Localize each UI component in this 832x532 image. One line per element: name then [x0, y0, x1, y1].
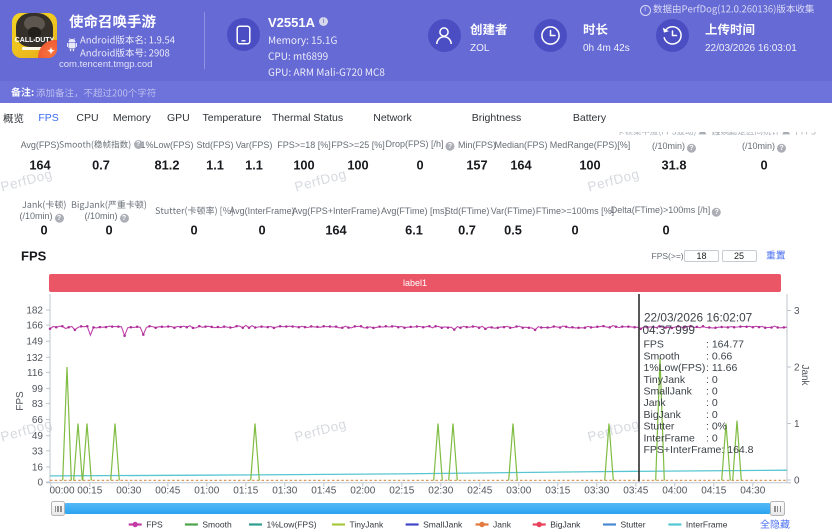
svg-text:Stutter: Stutter: [644, 421, 675, 433]
svg-text:: 0: : 0: [706, 432, 718, 444]
svg-text:FPS: FPS: [644, 339, 664, 351]
svg-text:01:45: 01:45: [311, 486, 336, 497]
svg-text:0: 0: [37, 478, 43, 489]
svg-text:Jank: Jank: [644, 397, 667, 409]
svg-text:FPS: FPS: [146, 520, 163, 530]
svg-text:166: 166: [26, 321, 43, 332]
svg-text:InterFrame: InterFrame: [644, 432, 696, 444]
svg-text:149: 149: [26, 337, 43, 348]
svg-text:02:30: 02:30: [428, 486, 453, 497]
svg-text:02:00: 02:00: [350, 486, 375, 497]
svg-text:Smooth: Smooth: [644, 350, 680, 362]
svg-text:: 0: : 0: [706, 374, 718, 386]
svg-text:03:00: 03:00: [506, 486, 531, 497]
svg-text:1%Low(FPS): 1%Low(FPS): [644, 362, 706, 374]
svg-text:132: 132: [26, 353, 43, 364]
svg-text:: 164.77: : 164.77: [706, 339, 744, 351]
svg-text:SmallJank: SmallJank: [644, 386, 693, 398]
svg-text:: 0: : 0: [706, 409, 718, 421]
svg-text:02:45: 02:45: [467, 486, 492, 497]
svg-text:: 0: : 0: [706, 386, 718, 398]
svg-text:00:15: 00:15: [77, 486, 102, 497]
svg-text:116: 116: [27, 368, 43, 379]
svg-text:03:15: 03:15: [545, 486, 570, 497]
svg-text:04:00: 04:00: [662, 486, 687, 497]
svg-text:83: 83: [32, 399, 44, 410]
svg-text:03:45: 03:45: [623, 486, 648, 497]
svg-text:2: 2: [794, 363, 800, 374]
svg-text:1%Low(FPS): 1%Low(FPS): [267, 520, 317, 530]
svg-text:01:15: 01:15: [233, 486, 258, 497]
svg-text:04:15: 04:15: [701, 486, 726, 497]
svg-text:01:00: 01:00: [194, 486, 219, 497]
svg-text:02:15: 02:15: [389, 486, 414, 497]
svg-text:1: 1: [794, 419, 800, 430]
svg-text:04:37.999: 04:37.999: [643, 323, 695, 337]
svg-text:00:00: 00:00: [49, 486, 74, 497]
svg-text:InterFrame: InterFrame: [686, 520, 728, 530]
svg-text:01:30: 01:30: [272, 486, 297, 497]
svg-text:FPS: FPS: [15, 391, 26, 411]
svg-text:03:30: 03:30: [584, 486, 609, 497]
svg-text:BigJank: BigJank: [644, 409, 682, 421]
svg-text:TinyJank: TinyJank: [350, 520, 384, 530]
svg-text:3: 3: [794, 306, 800, 317]
svg-text:Stutter: Stutter: [621, 520, 646, 530]
svg-text:Smooth: Smooth: [202, 520, 232, 530]
svg-text:66: 66: [32, 415, 44, 426]
svg-text:TinyJank: TinyJank: [644, 374, 686, 386]
svg-text:FPS+InterFrame: 164.8: FPS+InterFrame: 164.8: [644, 444, 754, 456]
svg-text:49: 49: [32, 431, 44, 442]
svg-text:: 0.66: : 0.66: [706, 350, 732, 362]
svg-text:Jank: Jank: [799, 364, 810, 386]
svg-text:00:30: 00:30: [116, 486, 141, 497]
svg-text:SmallJank: SmallJank: [423, 520, 463, 530]
svg-text:182: 182: [26, 306, 43, 317]
svg-text:: 0%: : 0%: [706, 421, 727, 433]
svg-text:: 11.66: : 11.66: [706, 362, 737, 374]
svg-text:: 0: : 0: [706, 397, 718, 409]
svg-text:Jank: Jank: [493, 520, 512, 530]
svg-text:BigJank: BigJank: [550, 520, 581, 530]
svg-text:04:30: 04:30: [740, 486, 765, 497]
svg-text:16: 16: [32, 462, 44, 473]
svg-text:0: 0: [794, 476, 800, 487]
svg-text:22/03/2026 16:02:07: 22/03/2026 16:02:07: [644, 311, 752, 325]
svg-text:99: 99: [32, 384, 44, 395]
svg-text:00:45: 00:45: [155, 486, 180, 497]
svg-text:33: 33: [32, 446, 44, 457]
